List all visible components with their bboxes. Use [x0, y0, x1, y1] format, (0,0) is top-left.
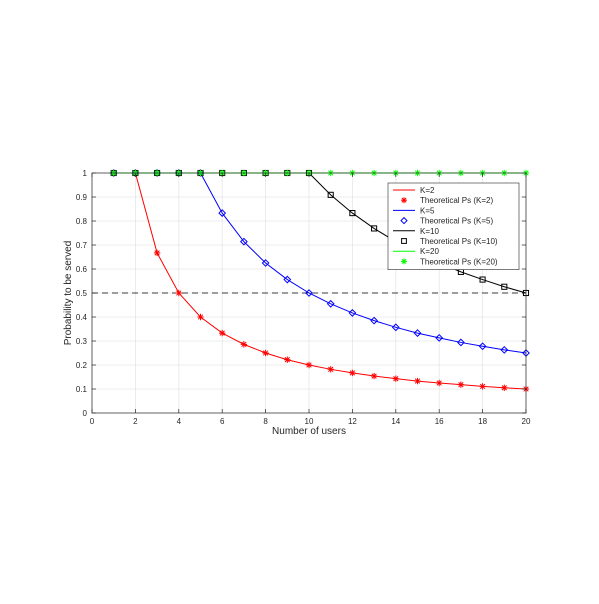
data-point: [500, 345, 509, 354]
data-point: [240, 341, 248, 348]
data-point: [413, 329, 422, 337]
data-point: [326, 299, 335, 308]
data-point: [371, 225, 378, 232]
y-tick-label: 0.5: [76, 289, 88, 298]
data-point: [219, 329, 226, 337]
tick-labels: 0 2 4 6 8 10 12 14 16 18 20 0 0.1 0.2 0.3 0.4 0.5 0.6 0.7 0…: [76, 169, 531, 426]
legend-swatch-marker: [401, 197, 407, 204]
x-tick-label: 0: [90, 417, 95, 426]
legend-swatch-marker: [400, 216, 408, 225]
data-point: [370, 372, 378, 380]
x-tick-label: 12: [348, 417, 357, 426]
data-point: [197, 313, 204, 321]
data-point: [457, 381, 465, 388]
data-point: [456, 338, 465, 347]
data-point: [284, 356, 291, 363]
data-point: [349, 210, 356, 217]
legend-label: K=2: [420, 186, 435, 195]
legend-label: K=20: [420, 247, 439, 256]
legend-item: Theoretical Ps (K=5): [400, 216, 493, 226]
data-point: [436, 379, 443, 387]
legend-label: Theoretical Ps (K=5): [420, 217, 493, 226]
data-point: [479, 276, 486, 283]
data-point: [262, 349, 269, 357]
data-point: [283, 275, 292, 284]
y-tick-label: 0.3: [76, 337, 88, 346]
y-tick-label: 0.8: [76, 217, 88, 226]
x-tick-label: 16: [435, 417, 444, 426]
series-line: [113, 172, 527, 390]
x-tick-label: 6: [220, 417, 225, 426]
data-point: [305, 289, 313, 297]
y-tick-label: 0.9: [76, 193, 88, 202]
y-tick-label: 0.1: [76, 385, 88, 394]
legend-swatch-marker: [401, 238, 407, 244]
legend-swatch-marker: [401, 258, 407, 265]
x-tick-label: 14: [391, 417, 400, 426]
legend-item: Theoretical Ps (K=10): [401, 237, 498, 246]
data-point: [239, 237, 248, 246]
data-point: [479, 383, 486, 390]
legend-box: [387, 182, 520, 270]
data-point: [261, 259, 270, 267]
data-point: [327, 191, 334, 198]
y-tick-label: 0.6: [76, 265, 88, 274]
y-tick-label: 1: [83, 169, 88, 178]
y-tick-label: 0.7: [76, 241, 88, 250]
data-point: [391, 323, 400, 332]
data-point: [414, 377, 421, 385]
y-axis-label: Probability to be served: [63, 241, 74, 346]
data-point: [327, 366, 334, 373]
data-point: [501, 384, 508, 391]
x-tick-label: 20: [522, 417, 531, 426]
legend-item: K=10: [393, 227, 439, 236]
data-point: [305, 361, 313, 369]
data-point: [370, 316, 379, 325]
y-tick-label: 0.4: [76, 313, 88, 322]
legend-item: K=5: [393, 206, 435, 215]
legend-item: K=2: [393, 186, 435, 195]
x-tick-label: 4: [177, 417, 182, 426]
x-tick-label: 8: [263, 417, 268, 426]
x-tick-label: 2: [133, 417, 138, 426]
legend-label: Theoretical Ps (K=10): [420, 237, 498, 246]
data-point: [478, 342, 487, 351]
legend-item: Theoretical Ps (K=2): [401, 196, 493, 205]
legend-item: K=20: [393, 247, 439, 256]
legend-label: Theoretical Ps (K=20): [420, 257, 498, 266]
y-tick-label: 0.2: [76, 361, 88, 370]
data-point: [175, 289, 182, 297]
x-tick-label: 10: [305, 417, 314, 426]
legend-label: Theoretical Ps (K=2): [420, 196, 493, 205]
legend-item: Theoretical Ps (K=20): [401, 257, 498, 266]
axes: [91, 172, 527, 414]
x-tick-label: 18: [478, 417, 487, 426]
data-point: [349, 369, 356, 377]
data-point: [501, 283, 508, 290]
data-point: [153, 249, 161, 257]
legend-label: K=10: [420, 227, 439, 236]
data-point: [392, 375, 399, 382]
y-tick-label: 0: [83, 409, 88, 418]
legend-label: K=5: [420, 206, 435, 215]
data-point: [218, 209, 227, 217]
data-point: [435, 333, 444, 342]
data-point: [348, 309, 357, 317]
x-axis-label: Number of users: [272, 426, 346, 437]
